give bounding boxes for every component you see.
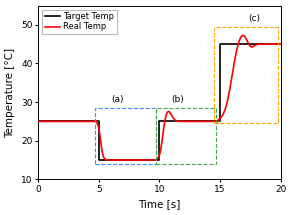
Real Temp (240, 35, 244, 37)
Real Temp (36, 120, 40, 123)
Line: Real Temp: Real Temp (38, 35, 281, 160)
Real Temp (173, 118, 176, 121)
Real Temp (214, 120, 218, 123)
Real Temp (107, 159, 110, 161)
Real Temp (241, 34, 245, 37)
Bar (156, 108, 216, 164)
X-axis label: Time [s]: Time [s] (138, 200, 181, 209)
Bar (214, 27, 278, 123)
Text: (c): (c) (248, 14, 260, 23)
Target Temp (158, 159, 161, 161)
Text: (b): (b) (171, 95, 184, 104)
Target Temp (158, 120, 161, 123)
Real Temp (270, 43, 274, 45)
Target Temp (218, 43, 222, 45)
Target Temp (218, 120, 222, 123)
Target Temp (97, 159, 100, 161)
Line: Target Temp: Target Temp (38, 44, 281, 160)
Target Temp (279, 43, 282, 45)
Target Temp (97, 120, 100, 123)
Text: (a): (a) (111, 95, 123, 104)
Y-axis label: Temperature [°C]: Temperature [°C] (6, 47, 15, 138)
Bar (95, 108, 156, 164)
Real Temp (167, 110, 171, 113)
Target Temp (36, 120, 40, 123)
Real Temp (279, 43, 282, 45)
Real Temp (268, 43, 272, 45)
Legend: Target Temp, Real Temp: Target Temp, Real Temp (42, 10, 117, 34)
